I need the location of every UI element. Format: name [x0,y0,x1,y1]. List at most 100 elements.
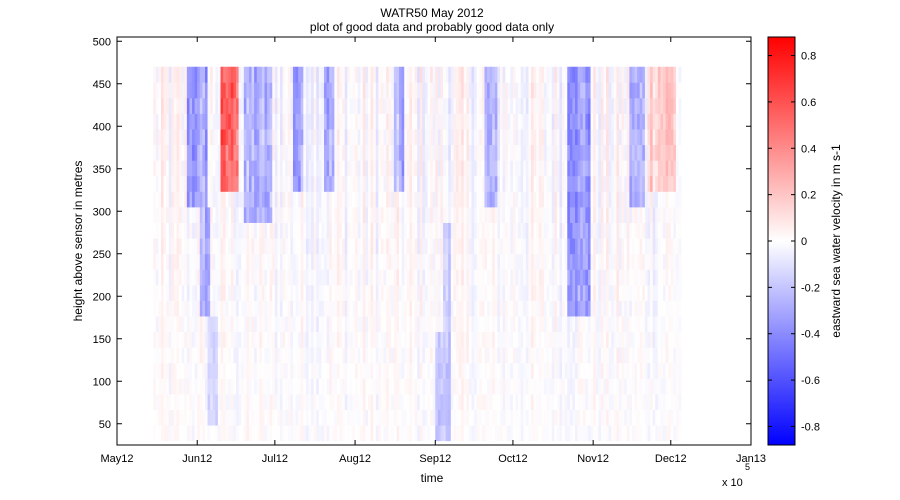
heatmap-cell [463,300,467,317]
heatmap-cell [168,129,172,146]
heatmap-cell [556,284,560,301]
heatmap-cell [484,207,488,223]
heatmap-cell [202,253,206,270]
heatmap-cell [639,253,643,270]
heatmap-cell [479,347,483,364]
heatmap-cell [453,409,457,426]
heatmap-cell [248,144,252,161]
heatmap-cell [515,316,519,333]
heatmap-cell [399,82,403,99]
heatmap-cell [282,207,286,223]
heatmap-cell [248,362,252,379]
heatmap-cell [272,207,276,223]
heatmap-cell [163,331,167,348]
heatmap-cell [580,207,584,223]
heatmap-cell [567,222,571,239]
heatmap-cell [194,144,198,161]
heatmap-cell [160,97,164,114]
heatmap-cell [593,175,597,192]
heatmap-cell [305,207,309,223]
heatmap-cell [507,160,511,177]
heatmap-cell [430,160,434,177]
heatmap-cell [424,175,428,192]
heatmap-cell [202,331,206,348]
heatmap-cell [468,331,472,348]
heatmap-cell [409,113,413,130]
heatmap-cell [626,394,630,410]
heatmap-cell [261,207,265,223]
heatmap-cell [422,144,426,161]
heatmap-cell [471,66,475,83]
heatmap-cell [562,300,566,317]
heatmap-cell [308,409,312,426]
heatmap-cell [210,82,214,99]
heatmap-cell [272,222,276,239]
heatmap-cell [567,97,571,114]
heatmap-cell [593,347,597,364]
heatmap-cell [437,269,441,286]
heatmap-cell [624,238,628,255]
heatmap-cell [512,129,516,146]
heatmap-cell [197,316,201,333]
heatmap-cell [388,316,392,333]
heatmap-cell [217,394,221,410]
heatmap-cell [256,238,260,255]
heatmap-cell [430,425,434,442]
heatmap-cell [378,97,382,114]
heatmap-cell [344,97,348,114]
heatmap-cell [329,82,333,99]
heatmap-cell [241,300,245,317]
heatmap-cell [287,222,291,239]
heatmap-cell [564,331,568,348]
heatmap-cell [590,191,594,208]
chart-title: WATR50 May 2012 [380,6,484,20]
heatmap-cell [593,66,597,83]
x-axis: May12 Jun12 Jul12 Aug12 Sep12 Oct12 Nov12 Dec12… [100,37,766,465]
heatmap-cell [264,284,268,301]
heatmap-cell [484,144,488,161]
heatmap-cell [186,300,190,317]
heatmap-cell [163,113,167,130]
heatmap-cell [295,425,299,442]
heatmap-cell [551,300,555,317]
heatmap-cell [626,191,630,208]
heatmap-cell [267,300,271,317]
heatmap-cell [192,394,196,410]
heatmap-cell [287,175,291,192]
heatmap-cell [419,113,423,130]
heatmap-cell [675,253,679,270]
heatmap-cell [342,82,346,99]
heatmap-cell [282,253,286,270]
heatmap-cell [471,129,475,146]
heatmap-cell [173,129,177,146]
heatmap-cell [404,207,408,223]
heatmap-cell [267,269,271,286]
heatmap-cell [468,316,472,333]
heatmap-cell [386,253,390,270]
heatmap-cell [440,144,444,161]
heatmap-cell [280,129,284,146]
heatmap-cell [663,222,667,239]
heatmap-cell [368,97,371,114]
heatmap-cell [326,362,330,379]
heatmap-cell [639,175,643,192]
heatmap-cell [637,129,641,146]
heatmap-cell [339,269,343,286]
heatmap-cell [608,347,612,364]
heatmap-cell [657,97,661,114]
heatmap-cell [316,191,320,208]
heatmap-cell [619,378,623,395]
chart-subtitle: plot of good data and probably good data… [310,20,554,34]
heatmap-cell [311,175,315,192]
heatmap-cell [404,238,408,255]
heatmap-cell [487,253,491,270]
y-tick-label: 400 [93,121,111,133]
heatmap-cell [487,269,491,286]
heatmap-cell [600,409,604,426]
heatmap-cell [285,129,289,146]
heatmap-cell [272,378,276,395]
heatmap-cell [453,82,457,99]
heatmap-cell [248,82,252,99]
heatmap-cell [210,238,214,255]
heatmap-cell [505,66,509,83]
